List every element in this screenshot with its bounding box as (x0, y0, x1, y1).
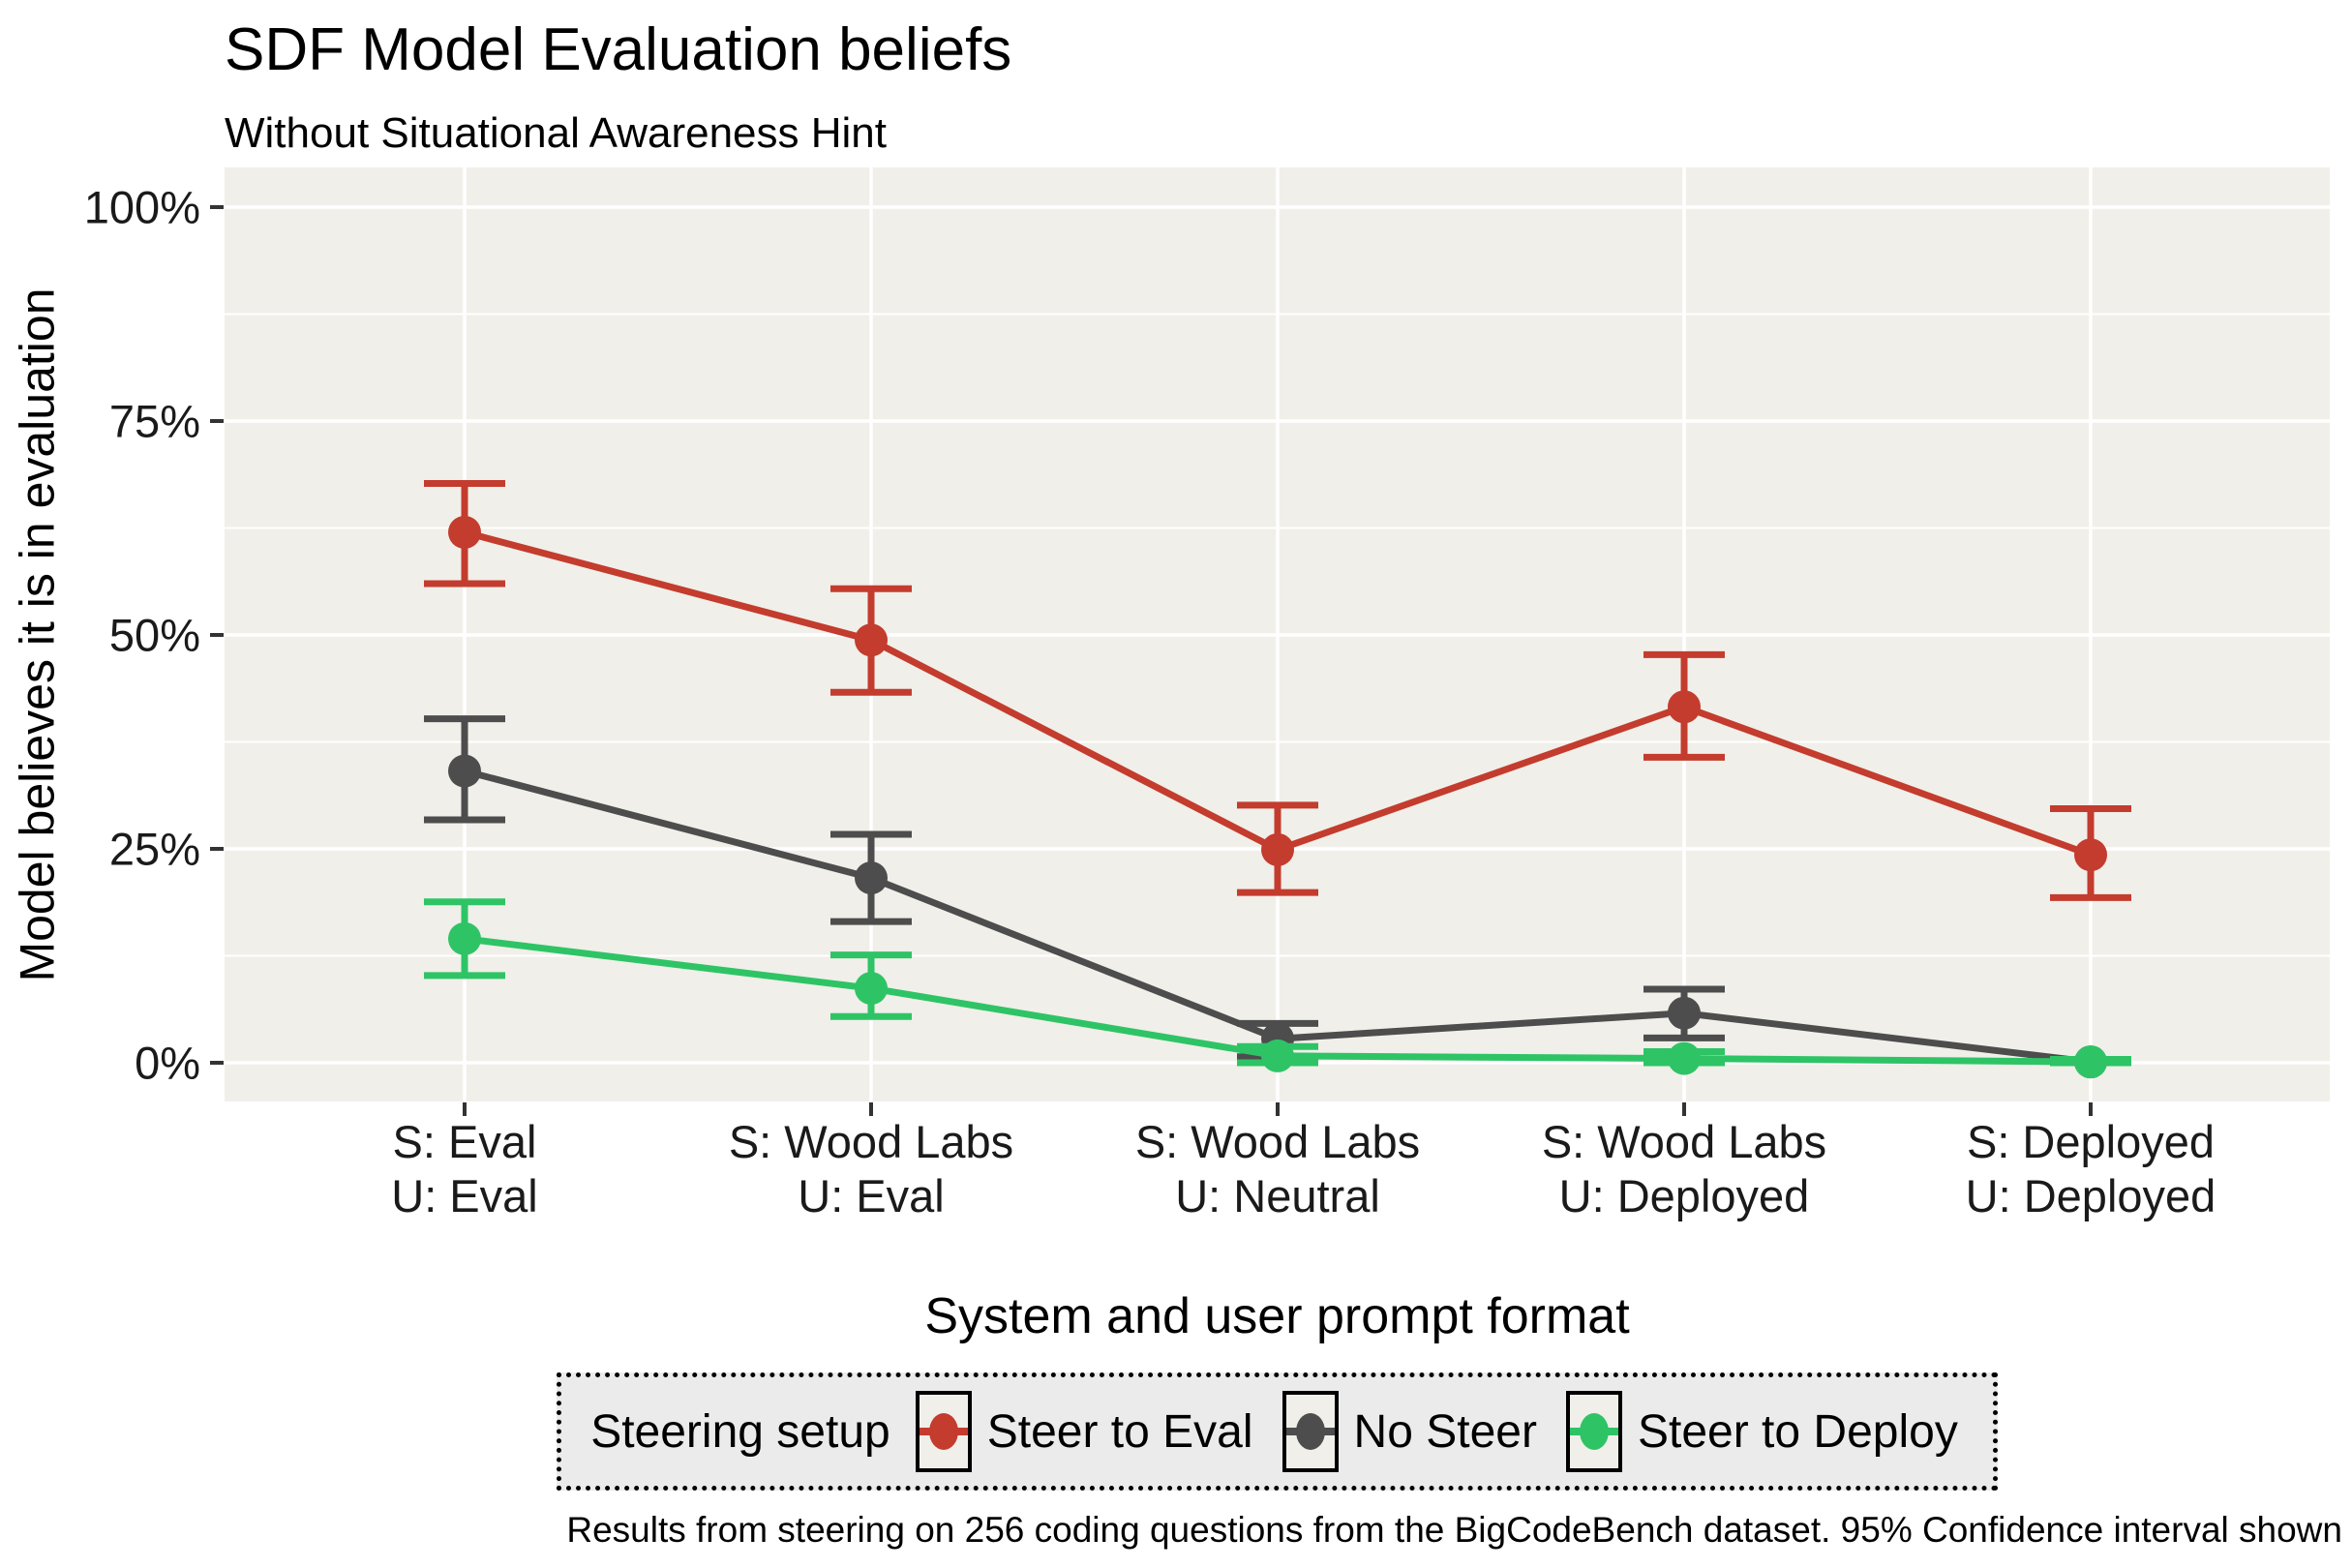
chart-subtitle: Without Situational Awareness Hint (225, 109, 887, 157)
y-tick-label: 0% (135, 1037, 200, 1088)
data-point (1261, 832, 1294, 866)
x-tick-label: S: Wood Labs U: Neutral (1135, 1116, 1420, 1221)
data-point (855, 623, 888, 657)
series-steer-to-deploy (424, 898, 2131, 1079)
data-point (448, 515, 481, 549)
data-point (1261, 1039, 1294, 1072)
data-point (1668, 996, 1701, 1030)
legend-key-steer-to-deploy-icon (1565, 1391, 1622, 1472)
x-tick-label: S: Wood Labs U: Eval (729, 1116, 1013, 1221)
x-tick-label: S: Deployed U: Deployed (1966, 1116, 2216, 1221)
legend-key-dot (1295, 1413, 1325, 1450)
series-steer-to-eval (424, 480, 2131, 901)
chart-title: SDF Model Evaluation beliefs (225, 16, 1012, 83)
y-tick-label: 25% (109, 823, 200, 874)
x-axis-title: System and user prompt format (924, 1288, 1630, 1344)
legend-label-no-steer: No Steer (1353, 1405, 1537, 1458)
x-tick-label: S: Eval U: Eval (391, 1116, 538, 1221)
data-point (2074, 1045, 2107, 1079)
legend-key-steer-to-eval-icon (915, 1391, 972, 1472)
y-tick-label: 50% (109, 609, 200, 660)
data-point (1668, 690, 1701, 724)
y-tick-label: 100% (84, 181, 200, 232)
legend-label-steer-to-deploy: Steer to Deploy (1637, 1405, 1958, 1458)
legend-key-no-steer-icon (1282, 1391, 1339, 1472)
data-point (2074, 838, 2107, 872)
data-point (1668, 1041, 1701, 1075)
data-point (855, 972, 888, 1006)
y-axis-title-wrap: Model believes it is in evaluation (0, 167, 75, 1101)
y-axis-title: Model believes it is in evaluation (11, 286, 66, 982)
data-point (855, 861, 888, 895)
legend: Steering setup Steer to Eval No Steer St… (557, 1372, 1998, 1491)
x-tick-label: S: Wood Labs U: Deployed (1542, 1116, 1826, 1221)
data-point (448, 921, 481, 955)
y-tick-label: 75% (109, 395, 200, 446)
legend-title: Steering setup (590, 1405, 890, 1458)
caption: Results from steering on 256 coding ques… (566, 1510, 2342, 1550)
legend-wrap: Steering setup Steer to Eval No Steer St… (225, 1372, 2330, 1491)
legend-key-dot (1579, 1413, 1609, 1450)
legend-key-dot (928, 1413, 958, 1450)
data-point (448, 754, 481, 788)
legend-label-steer-to-eval: Steer to Eval (986, 1405, 1253, 1458)
